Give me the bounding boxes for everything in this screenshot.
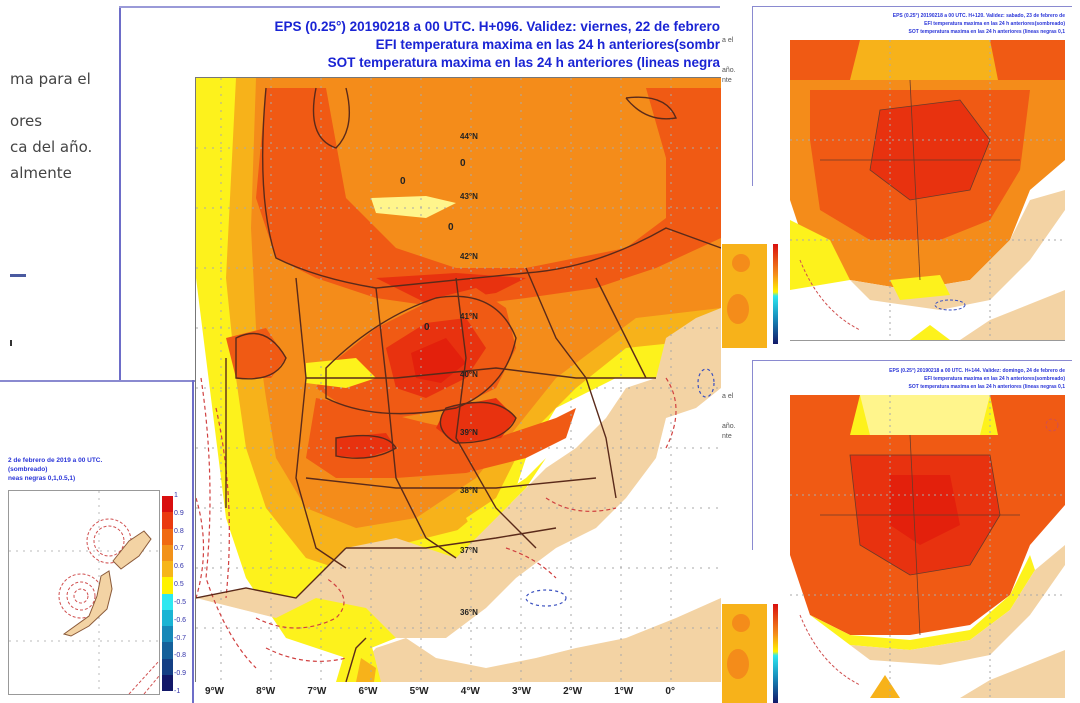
slide-text-line <box>722 402 736 412</box>
lon-label: 5°W <box>409 686 429 697</box>
main-map-title: EPS (0.25°) 20190218 a 00 UTC. H+096. Va… <box>130 18 720 72</box>
slide-text-line: a el <box>722 37 734 44</box>
lon-label: 2°W <box>563 686 583 697</box>
slide-text-line: ma para el <box>10 70 91 88</box>
colorbar-label: 0.7 <box>174 545 184 553</box>
top-right-mini-canarias <box>722 244 767 348</box>
slide-text-line: ores <box>10 112 43 130</box>
efi-shading-svg <box>196 78 721 682</box>
top-right-axis <box>790 340 1065 349</box>
bottom-right-title-line3: SOT temperatura maxima en las 24 h anter… <box>908 384 1065 390</box>
top-right-frame-top <box>752 6 1072 7</box>
main-panel-frame-top <box>119 6 720 8</box>
slide-bullet-mark <box>10 274 26 277</box>
slide-text-line: ca del año. <box>10 138 93 156</box>
top-right-efi-map <box>790 40 1065 340</box>
main-title-line1: EPS (0.25°) 20190218 a 00 UTC. H+096. Va… <box>274 19 720 34</box>
lat-label: 39°N <box>460 428 478 437</box>
colorbar-label: -0.7 <box>174 634 187 642</box>
lon-label: 7°W <box>307 686 327 697</box>
lon-label: 8°W <box>256 686 276 697</box>
main-title-line2: EFI temperatura maxima en las 24 h anter… <box>375 37 720 52</box>
slide-text-line: almente <box>10 164 72 182</box>
colorbar-label: 0.8 <box>174 527 184 535</box>
canarias-title-line1: 2 de febrero de 2019 a 00 UTC. <box>8 457 103 464</box>
contour-label: 0 <box>400 176 406 187</box>
longitude-axis: 9°W 8°W 7°W 6°W 5°W 4°W 3°W 2°W 1°W 0° <box>205 686 675 697</box>
contour-label: 0 <box>448 222 454 233</box>
canarias-map <box>8 490 160 695</box>
lon-label: 3°W <box>511 686 531 697</box>
bottom-right-svg <box>790 395 1065 698</box>
top-right-mini-colorbar <box>773 244 778 344</box>
lon-label: 1°W <box>614 686 634 697</box>
colorbar-label: 0.6 <box>174 563 184 571</box>
canarias-title-line2: (sombreado) <box>8 466 48 473</box>
canarias-title-line3: neas negras 0,1,0.5,1) <box>8 475 76 482</box>
colorbar-label: -0.5 <box>174 598 187 606</box>
slide-text-line: año. <box>722 67 736 74</box>
bottom-right-frame-top <box>752 360 1072 361</box>
slide-text-line: nte <box>722 77 732 84</box>
right-slide-text-bottom: a el año. nte <box>722 392 736 442</box>
slide-text-line <box>722 46 736 56</box>
lat-label: 43°N <box>460 192 478 201</box>
main-efi-map: 0 0 0 0 44°N 43°N 42°N 41°N 40°N 39°N 38… <box>195 77 721 682</box>
slide-text-line: a el <box>722 393 734 400</box>
slide-divider <box>0 380 195 382</box>
lon-label: 6°W <box>358 686 378 697</box>
bottom-right-title-line1: EPS (0.25°) 20190218 a 00 UTC. H+144. Va… <box>889 368 1065 374</box>
lat-label: 38°N <box>460 486 478 495</box>
contour-label: 0 <box>460 158 466 169</box>
bottom-right-efi-map <box>790 395 1065 698</box>
colorbar-labels: 1 0.9 0.8 0.7 0.6 0.5 -0.5 -0.6 -0.7 -0.… <box>174 492 192 695</box>
lat-label: 36°N <box>460 608 478 617</box>
lat-label: 44°N <box>460 132 478 141</box>
bottom-right-frame-left <box>752 360 753 550</box>
lon-label: 9°W <box>205 686 224 697</box>
bottom-right-map-title: EPS (0.25°) 20190218 a 00 UTC. H+144. Va… <box>790 367 1065 391</box>
main-panel-frame-left <box>119 6 121 382</box>
canarias-map-title: 2 de febrero de 2019 a 00 UTC. (sombread… <box>8 456 148 483</box>
main-title-line3: SOT temperatura maxima en las 24 h anter… <box>327 55 720 70</box>
lat-label: 42°N <box>460 252 478 261</box>
lon-label: 0° <box>665 686 675 697</box>
top-right-svg <box>790 40 1065 340</box>
top-right-frame-left <box>752 6 753 186</box>
slide-bullet-mark <box>10 340 12 346</box>
slide-text-line: año. <box>722 423 736 430</box>
contour-label: 0 <box>424 322 430 333</box>
bottom-right-mini-canarias <box>722 604 767 703</box>
top-right-title-line2: EFI temperatura maxima en las 24 h anter… <box>924 21 1065 27</box>
right-slide-text-top: a el año. nte <box>722 36 736 86</box>
slide-text-line: nte <box>722 433 732 440</box>
efi-colorbar <box>162 496 173 691</box>
colorbar-label: -0.8 <box>174 652 187 660</box>
lat-label: 40°N <box>460 370 478 379</box>
colorbar-label: 1 <box>174 492 178 499</box>
lat-label: 37°N <box>460 546 478 555</box>
main-map-frame-left <box>192 380 194 703</box>
colorbar-label: -0.6 <box>174 616 187 624</box>
lon-label: 4°W <box>460 686 480 697</box>
bottom-right-title-line2: EFI temperatura maxima en las 24 h anter… <box>924 376 1065 382</box>
lat-label: 41°N <box>460 312 478 321</box>
background-slide-text: ma para el ores ca del año. almente <box>10 66 92 186</box>
colorbar-label: 0.9 <box>174 509 184 517</box>
colorbar-label: -0.9 <box>174 670 187 678</box>
top-right-title-line1: EPS (0.25°) 20190218 a 00 UTC. H+120. Va… <box>892 13 1065 19</box>
canarias-svg <box>9 491 159 694</box>
top-right-title-line3: SOT temperatura maxima en las 24 h anter… <box>908 29 1065 35</box>
colorbar-label: -1 <box>174 687 181 695</box>
colorbar-label: 0.5 <box>174 581 184 589</box>
bottom-right-mini-colorbar <box>773 604 778 703</box>
top-right-map-title: EPS (0.25°) 20190218 a 00 UTC. H+120. Va… <box>790 12 1065 36</box>
